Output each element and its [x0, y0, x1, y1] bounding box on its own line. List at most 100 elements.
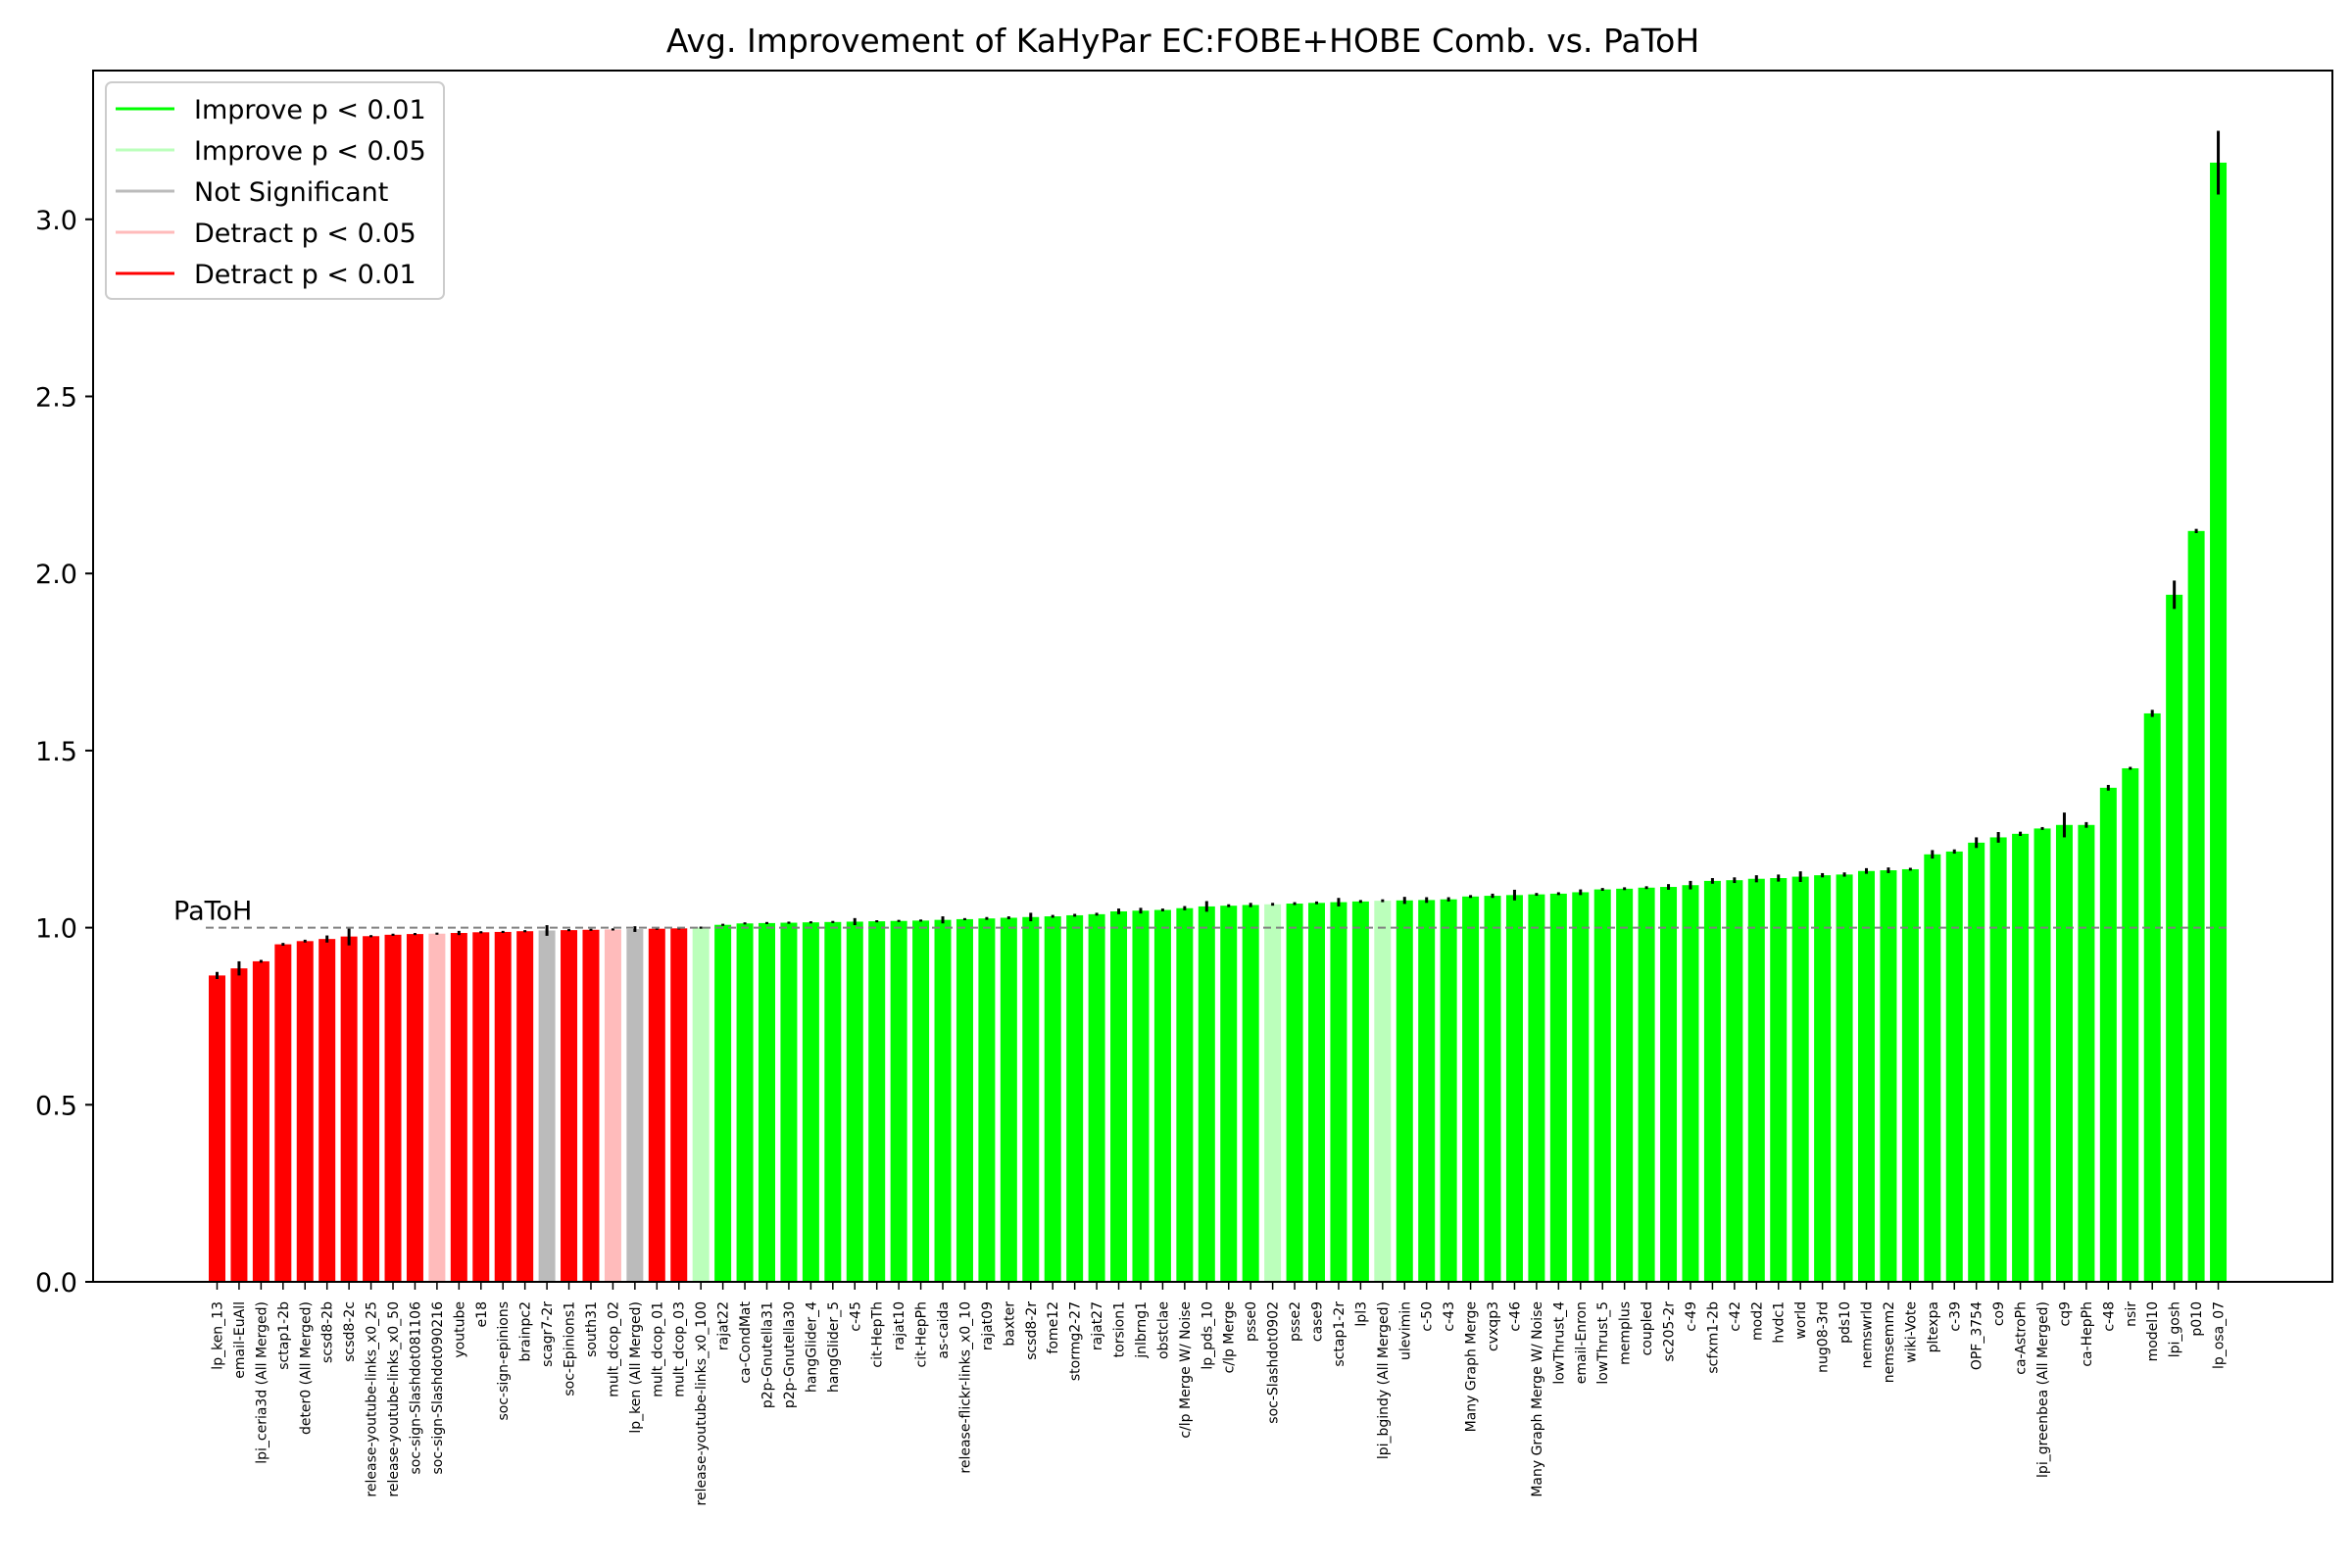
- x-tick-label: hangGlider_5: [826, 1301, 842, 1393]
- legend-label: Improve p < 0.01: [194, 95, 426, 125]
- chart-title: Avg. Improvement of KaHyPar EC:FOBE+HOBE…: [666, 22, 1699, 60]
- bar: [296, 941, 314, 1282]
- x-tick-label: release-youtube-links_x0_50: [386, 1301, 402, 1497]
- bar: [1110, 910, 1128, 1282]
- y-tick-label: 1.0: [35, 914, 77, 945]
- bar: [2034, 828, 2051, 1282]
- bar: [406, 934, 423, 1282]
- bar: [1088, 913, 1105, 1282]
- bar: [450, 933, 467, 1282]
- y-tick-label: 0.5: [35, 1091, 77, 1121]
- x-tick-label: lp_pds_10: [1200, 1301, 1215, 1370]
- x-tick-label: p2p-Gnutella30: [782, 1301, 798, 1408]
- bar: [692, 927, 710, 1282]
- legend: Improve p < 0.01 Improve p < 0.05 Not Sign…: [105, 81, 445, 300]
- bar: [1572, 892, 1590, 1282]
- bar: [1770, 878, 1788, 1282]
- bar: [1505, 895, 1523, 1282]
- bar: [1747, 878, 1765, 1282]
- bar: [1549, 893, 1567, 1282]
- bar: [2078, 824, 2095, 1282]
- x-tick-label: c-45: [848, 1301, 863, 1332]
- bars-group: [209, 162, 2228, 1283]
- bar: [1462, 896, 1480, 1282]
- x-tick-label: c-50: [1420, 1301, 1436, 1332]
- bar: [582, 929, 600, 1282]
- x-tick-label: coupled: [1640, 1301, 1655, 1355]
- x-tick-label: rajat22: [716, 1301, 732, 1350]
- x-tick-label: c/lp Merge W/ Noise: [1178, 1301, 1194, 1439]
- x-tick-label: case9: [1310, 1301, 1326, 1342]
- bar: [1132, 910, 1150, 1282]
- bar: [363, 936, 380, 1282]
- legend-box: [105, 81, 445, 300]
- x-tick-label: hangGlider_4: [804, 1301, 819, 1393]
- bar: [1440, 899, 1457, 1282]
- bar: [824, 921, 842, 1282]
- plot-frame: [92, 70, 2333, 1283]
- bar: [780, 922, 798, 1282]
- bar: [2122, 767, 2139, 1282]
- bar: [736, 923, 754, 1282]
- x-tick-label: fome12: [1046, 1301, 1061, 1354]
- bar: [1242, 905, 1259, 1282]
- bar: [714, 924, 732, 1282]
- x-tick-label: cit-HepPh: [914, 1301, 930, 1367]
- bar: [1616, 888, 1634, 1282]
- bar: [670, 928, 688, 1282]
- x-tick-label: c-48: [2101, 1301, 2117, 1332]
- bar: [1308, 903, 1325, 1282]
- x-tick-label: ca-CondMat: [738, 1300, 754, 1383]
- x-tick-label: ca-HepPh: [2080, 1301, 2095, 1367]
- bar: [1286, 904, 1303, 1282]
- x-tick-label: c-43: [1442, 1301, 1457, 1332]
- bar: [868, 921, 886, 1282]
- bar: [2143, 712, 2161, 1282]
- bar: [274, 944, 292, 1282]
- x-tick-label: scfxm1-2b: [1705, 1301, 1721, 1374]
- x-tick-label: lpi_bgindy (All Merged): [1376, 1301, 1392, 1459]
- x-tick-label: mod2: [1749, 1301, 1765, 1341]
- bar: [648, 928, 665, 1282]
- x-tick-label: release-flickr-links_x0_10: [957, 1301, 973, 1474]
- x-tick-label: baxter: [1002, 1301, 1017, 1347]
- x-tick-label: email-Enron: [1574, 1301, 1590, 1384]
- y-tick-label: 2.0: [35, 560, 77, 590]
- bar: [2166, 594, 2183, 1282]
- bar: [956, 918, 973, 1282]
- x-tick-label: lp_ken_13: [211, 1301, 226, 1370]
- bar: [1858, 870, 1875, 1282]
- bar: [846, 921, 863, 1282]
- x-tick-label: soc-Slashdot0902: [1266, 1301, 1282, 1424]
- x-tick-label: Many Graph Merge W/ Noise: [1530, 1301, 1545, 1497]
- bar: [1153, 909, 1171, 1282]
- bar: [1660, 887, 1678, 1282]
- y-axis: 0.0 0.5 1.0 1.5 2.0 2.5 3.0: [35, 206, 93, 1298]
- bar: [1330, 902, 1348, 1282]
- x-tick-label: nemsemm2: [1882, 1301, 1897, 1383]
- x-tick-label: sc205-2r: [1662, 1301, 1678, 1362]
- bar: [1528, 894, 1545, 1282]
- x-tick-label: world: [1793, 1301, 1809, 1340]
- x-tick-label: memplus: [1618, 1301, 1634, 1365]
- x-tick-label: release-youtube-links_x0_25: [365, 1301, 380, 1497]
- bar: [428, 933, 446, 1282]
- x-tick-label: cq9: [2057, 1301, 2073, 1327]
- bar: [1726, 880, 1743, 1282]
- bar: [230, 968, 248, 1282]
- x-tick-label: c-49: [1684, 1301, 1699, 1332]
- x-tick-label: youtube: [452, 1301, 467, 1358]
- x-tick-label: pltexpa: [1926, 1301, 1941, 1352]
- bar: [626, 929, 644, 1282]
- x-tick-label: rajat27: [1090, 1301, 1105, 1350]
- bar: [1703, 880, 1721, 1282]
- x-tick-label: scagr7-2r: [540, 1301, 556, 1367]
- bar: [1264, 904, 1282, 1282]
- bar: [1880, 870, 1897, 1282]
- x-tick-label: hvdc1: [1772, 1301, 1788, 1344]
- x-tick-label: psse0: [1244, 1301, 1259, 1342]
- legend-label: Detract p < 0.05: [194, 219, 416, 249]
- x-tick-label: sctap1-2r: [1332, 1301, 1348, 1367]
- bar: [1396, 900, 1413, 1282]
